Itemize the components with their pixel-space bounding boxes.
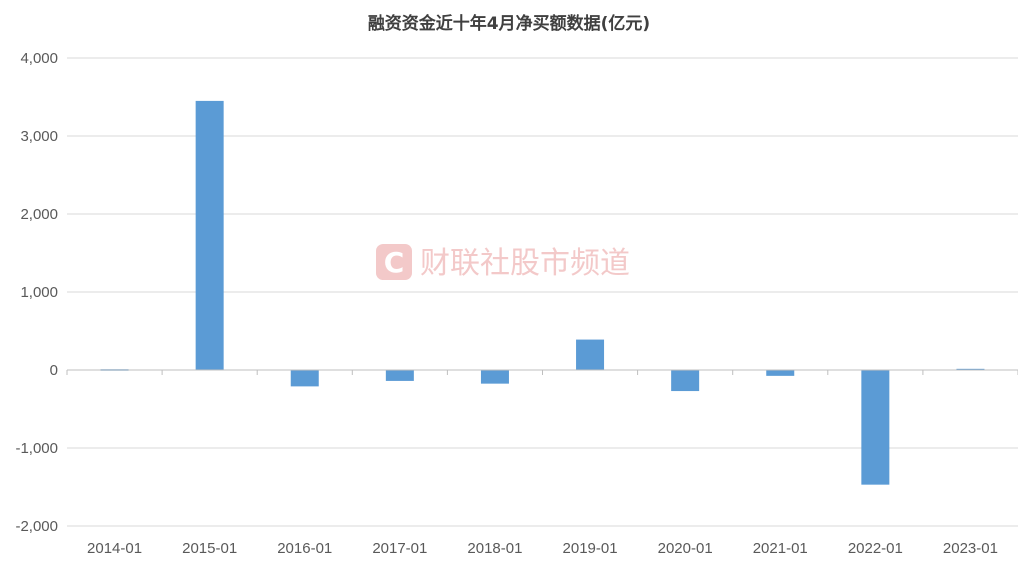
y-tick-label: 0 xyxy=(50,362,58,379)
x-tick-label: 2021-01 xyxy=(753,540,808,557)
bar xyxy=(195,100,224,371)
x-tick-label: 2020-01 xyxy=(658,540,713,557)
x-axis xyxy=(66,369,1018,375)
bar xyxy=(671,370,700,392)
x-tick-label: 2023-01 xyxy=(943,540,998,557)
x-tick-label: 2016-01 xyxy=(277,540,332,557)
watermark-text: 财联社股市频道 xyxy=(420,246,630,281)
watermark-logo-glyph: C xyxy=(384,246,405,279)
chart-title: 融资资金近十年4月净买额数据(亿元) xyxy=(368,13,650,34)
y-tick-label: -1,000 xyxy=(15,440,58,457)
x-tick-label: 2019-01 xyxy=(563,540,618,557)
bar xyxy=(766,370,795,376)
y-axis-tick-labels: -2,000 -1,000 0 1,000 2,000 3,000 4,000 xyxy=(15,50,58,535)
x-tick-label: 2014-01 xyxy=(87,540,142,557)
y-tick-label: 1,000 xyxy=(20,284,58,301)
y-tick-label: 3,000 xyxy=(20,128,58,145)
y-tick-label: -2,000 xyxy=(15,518,58,535)
y-tick-label: 4,000 xyxy=(20,50,58,67)
bar xyxy=(290,370,319,387)
watermark-logo-icon xyxy=(376,244,412,280)
bar xyxy=(480,370,509,384)
bar xyxy=(576,339,605,370)
bars xyxy=(100,100,985,485)
y-tick-label: 2,000 xyxy=(20,206,58,223)
bar xyxy=(861,370,890,485)
x-axis-tick-labels: 2014-01 2015-01 2016-01 2017-01 2018-01 2019-… xyxy=(87,540,998,557)
x-tick-label: 2022-01 xyxy=(848,540,903,557)
x-tick-label: 2015-01 xyxy=(182,540,237,557)
gridlines xyxy=(67,57,1018,527)
bar xyxy=(385,370,414,381)
x-tick-label: 2018-01 xyxy=(467,540,522,557)
watermark: C 财联社股市频道 xyxy=(376,244,630,281)
x-tick-label: 2017-01 xyxy=(372,540,427,557)
